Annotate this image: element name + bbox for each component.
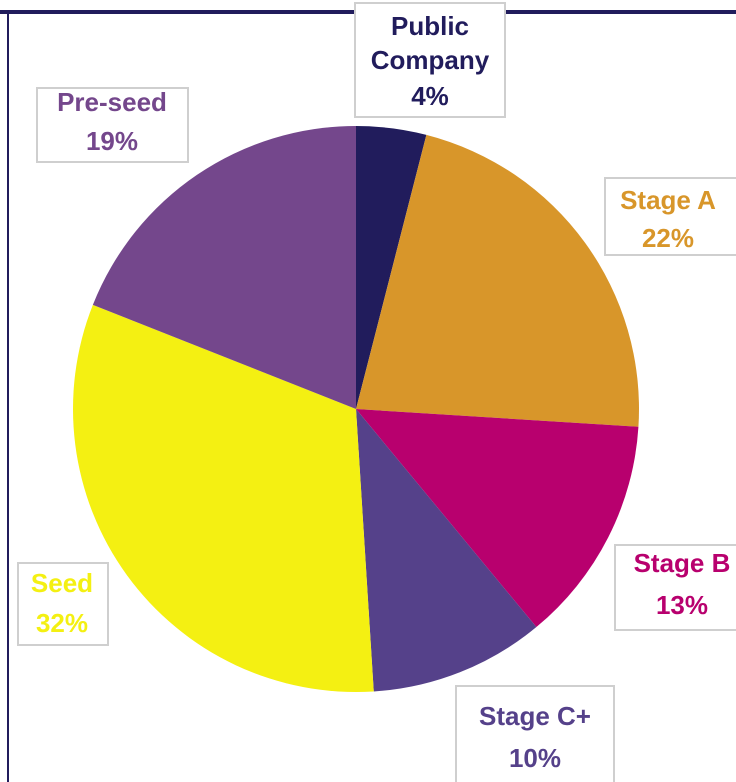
pie xyxy=(72,126,639,693)
slice-label: Stage B xyxy=(634,548,731,578)
slice-label: Stage A xyxy=(620,185,716,215)
slice xyxy=(72,304,374,693)
label-box xyxy=(455,685,615,782)
slice xyxy=(356,134,639,427)
slice-label: Stage C+ xyxy=(479,701,591,731)
label-box xyxy=(604,177,736,256)
slice xyxy=(356,409,639,628)
slice-label: Public Company xyxy=(371,11,490,75)
slice xyxy=(356,409,537,692)
value-label: 32% xyxy=(36,608,88,638)
value-label: 19% xyxy=(86,126,138,156)
label-box xyxy=(17,562,109,646)
slice-label: Pre-seed xyxy=(57,87,167,117)
slice-label: Seed xyxy=(31,568,93,598)
value-label: 4% xyxy=(411,81,449,111)
value-label: 10% xyxy=(509,743,561,773)
value-label: 13% xyxy=(656,590,708,620)
value-label: 22% xyxy=(642,223,694,253)
label-box xyxy=(614,544,736,631)
labels: Public Company 4% Stage A 22% Stage B 13% Stage… xyxy=(17,2,736,782)
label-box xyxy=(36,87,189,163)
slice xyxy=(92,126,356,409)
label-box xyxy=(354,2,506,118)
slice xyxy=(356,126,427,409)
